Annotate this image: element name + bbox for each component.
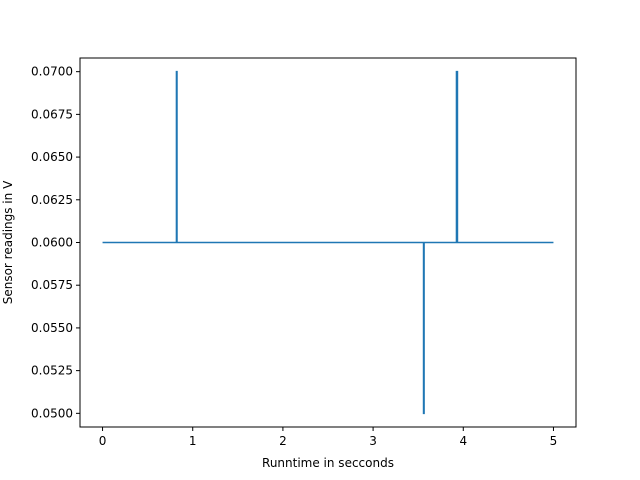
x-tick-label: 5 <box>550 434 558 448</box>
plot-frame <box>79 57 577 428</box>
series-layer <box>102 70 554 415</box>
y-tick-label: 0.0525 <box>31 364 73 378</box>
y-tick-label: 0.0625 <box>31 193 73 207</box>
series-line-0 <box>102 70 554 415</box>
y-tick-label: 0.0675 <box>31 107 73 121</box>
y-tick-label: 0.0575 <box>31 278 73 292</box>
y-tick-label: 0.0600 <box>31 236 73 250</box>
x-axis-label: Runntime in secconds <box>262 456 394 470</box>
y-tick-label: 0.0550 <box>31 321 73 335</box>
y-tick-label: 0.0700 <box>31 65 73 79</box>
x-tick-label: 0 <box>99 434 107 448</box>
x-axis-ticks: 0 1 2 3 4 5 <box>99 427 558 448</box>
y-axis-ticks: 0.0500 0.0525 0.0550 0.0575 0.0600 0.0625 0.06… <box>31 65 80 420</box>
x-tick-label: 1 <box>189 434 197 448</box>
x-tick-label: 4 <box>459 434 467 448</box>
y-axis-label: Sensor readings in V <box>1 180 15 304</box>
y-tick-label: 0.0500 <box>31 406 73 420</box>
x-tick-label: 2 <box>279 434 287 448</box>
y-tick-label: 0.0650 <box>31 150 73 164</box>
x-tick-label: 3 <box>369 434 377 448</box>
